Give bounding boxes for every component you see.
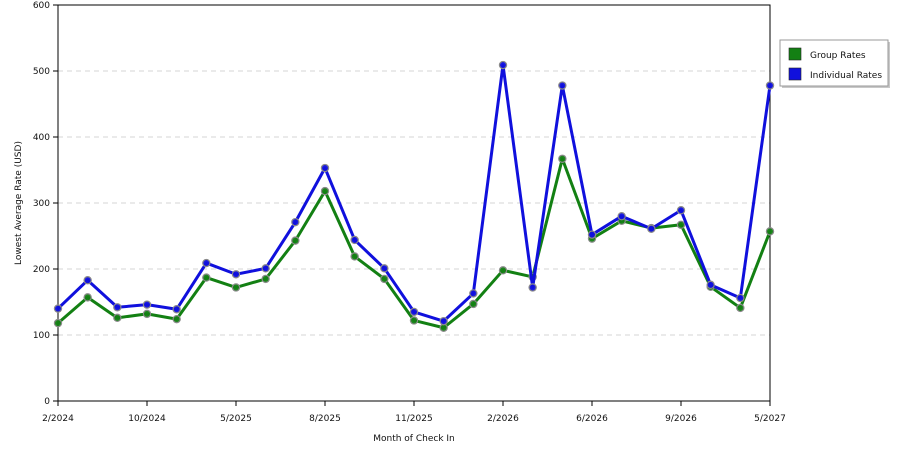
data-series xyxy=(53,60,775,332)
data-point xyxy=(113,313,122,323)
legend-label: Individual Rates xyxy=(810,71,882,81)
y-tick-label: 600 xyxy=(33,1,50,11)
data-point xyxy=(53,318,63,328)
data-point xyxy=(350,252,359,261)
data-point xyxy=(202,273,211,282)
x-axis-title: Month of Check In xyxy=(373,434,455,444)
legend-swatch xyxy=(788,67,802,81)
x-tick-label: 11/2025 xyxy=(395,414,432,424)
x-tick-label: 9/2026 xyxy=(665,414,697,424)
y-axis-title: Lowest Average Rate (USD) xyxy=(14,141,24,265)
data-point xyxy=(617,211,626,221)
series-line-group-rates xyxy=(56,157,772,330)
data-point xyxy=(291,217,300,227)
data-point xyxy=(291,236,300,245)
x-tick-label: 8/2025 xyxy=(309,414,341,424)
x-tick-label: 2/2026 xyxy=(487,414,519,424)
x-tick-label: 2/2024 xyxy=(42,414,74,424)
y-tick-label: 300 xyxy=(33,199,50,209)
data-point xyxy=(706,280,715,290)
y-tick-label: 500 xyxy=(33,67,50,77)
data-point xyxy=(736,303,745,313)
data-point xyxy=(261,274,270,284)
data-point xyxy=(350,235,359,245)
data-point xyxy=(469,289,478,298)
legend: Group Rates Individual Rates xyxy=(779,39,890,88)
data-point xyxy=(231,270,241,279)
series-line-individual-rates xyxy=(56,63,772,323)
data-point xyxy=(765,227,775,236)
data-point xyxy=(409,316,419,325)
data-point xyxy=(113,303,122,312)
data-point xyxy=(647,224,656,233)
data-point xyxy=(83,293,92,302)
data-point xyxy=(172,314,181,324)
y-tick-label: 0 xyxy=(44,397,50,407)
y-tick-label: 200 xyxy=(33,265,50,275)
data-point xyxy=(172,305,181,314)
data-point xyxy=(380,274,389,284)
axes: 0 100 200 300 400 500 600 2/2024 10/2024 5/2025 8/… xyxy=(14,1,786,444)
data-point xyxy=(498,60,508,70)
y-tick-label: 100 xyxy=(33,331,50,341)
y-tick-label: 400 xyxy=(33,133,50,143)
data-point xyxy=(498,266,508,275)
data-point xyxy=(261,264,270,273)
data-point xyxy=(587,230,597,239)
data-point xyxy=(558,81,567,90)
data-point xyxy=(676,220,686,229)
data-point xyxy=(439,316,448,326)
x-tick-label: 5/2027 xyxy=(754,414,786,424)
data-point xyxy=(765,81,775,90)
data-point xyxy=(558,154,567,163)
data-point xyxy=(676,206,686,215)
data-point xyxy=(469,299,478,309)
data-point xyxy=(320,186,330,196)
data-point xyxy=(320,163,330,173)
data-point xyxy=(83,276,92,285)
data-point xyxy=(409,307,419,317)
legend-label: Group Rates xyxy=(810,51,866,61)
x-tick-label: 6/2026 xyxy=(576,414,608,424)
data-point xyxy=(53,304,63,313)
data-point xyxy=(231,283,241,292)
x-tick-label: 5/2025 xyxy=(220,414,252,424)
data-point xyxy=(380,264,389,273)
grid-lines xyxy=(58,70,770,336)
data-point xyxy=(528,283,537,292)
data-point xyxy=(142,309,152,319)
legend-swatch xyxy=(788,47,802,61)
data-point xyxy=(736,293,745,303)
data-point xyxy=(202,258,211,268)
x-tick-label: 10/2024 xyxy=(128,414,166,424)
legend-box xyxy=(779,39,889,87)
data-point xyxy=(142,300,152,309)
